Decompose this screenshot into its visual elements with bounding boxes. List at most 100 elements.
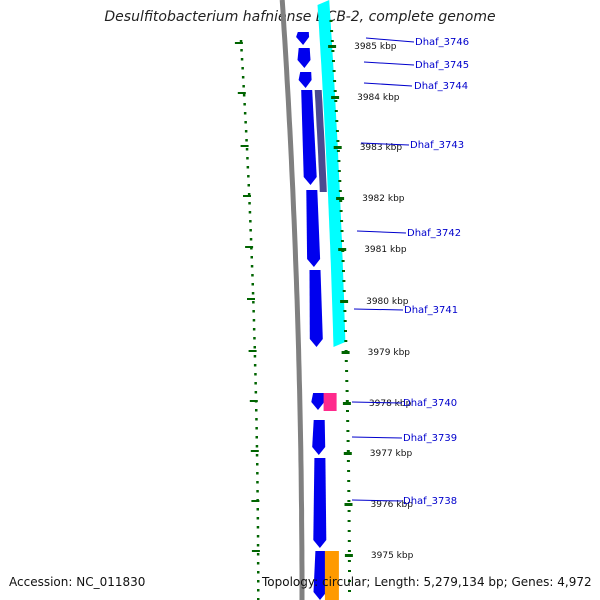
gc-dot	[247, 184, 250, 187]
minor-tick	[338, 190, 342, 192]
minor-tick	[347, 490, 351, 492]
scale-label: 3981 kbp	[364, 245, 407, 255]
gc-dash	[251, 550, 260, 552]
gc-dot	[250, 247, 253, 250]
scale-label: 3985 kbp	[354, 42, 397, 52]
gc-dash	[245, 246, 254, 248]
minor-tick	[330, 40, 334, 42]
major-tick	[338, 248, 347, 251]
scale-label: 3980 kbp	[366, 297, 409, 307]
minor-tick	[333, 80, 337, 82]
gc-dot	[245, 139, 248, 142]
gc-dot	[256, 535, 260, 538]
minor-tick	[345, 370, 349, 372]
cds-arrow-2	[297, 48, 311, 68]
cds-arrow-4	[301, 90, 317, 185]
minor-tick	[345, 390, 349, 392]
minor-tick	[348, 580, 351, 582]
major-tick	[328, 45, 337, 48]
minor-tick	[346, 430, 350, 432]
gc-dot	[239, 40, 243, 43]
major-tick	[336, 197, 345, 200]
minor-tick	[346, 460, 350, 462]
gc-dot	[254, 391, 258, 394]
gene-leader	[351, 401, 403, 404]
gc-dash	[251, 500, 260, 502]
gc-dot	[255, 418, 258, 421]
minor-tick	[330, 30, 334, 32]
gc-dash	[234, 42, 243, 44]
minor-tick	[342, 290, 346, 292]
gene-label: Dhaf_3740	[403, 398, 457, 409]
cog-band-cyan	[317, 0, 346, 347]
gc-dot	[257, 571, 260, 574]
gc-dash	[248, 350, 257, 352]
minor-tick	[329, 20, 333, 22]
gene-label: Dhaf_3739	[403, 433, 457, 444]
gc-dot	[240, 49, 243, 52]
major-tick	[331, 96, 340, 99]
minor-tick	[343, 320, 347, 322]
minor-tick	[347, 470, 351, 472]
minor-tick	[340, 230, 344, 232]
gc-dot	[251, 274, 254, 277]
scale-ticks	[328, 20, 353, 592]
gc-dot	[255, 445, 259, 448]
gc-dot	[256, 553, 260, 556]
major-tick	[341, 351, 350, 354]
gc-dot	[252, 301, 255, 304]
gene-label: Dhaf_3742	[407, 228, 461, 239]
cds-track	[296, 32, 327, 600]
cog-track	[314, 0, 346, 600]
minor-tick	[345, 400, 349, 402]
gc-dot	[253, 346, 256, 349]
gc-dot	[255, 409, 258, 412]
gc-dot	[242, 85, 245, 88]
cds-arrow-9	[313, 458, 327, 548]
minor-tick	[336, 150, 340, 152]
gc-dot	[256, 526, 260, 529]
gc-dash	[237, 92, 246, 94]
gc-dot	[243, 103, 246, 106]
minor-tick	[344, 340, 348, 342]
gene-leader	[351, 499, 403, 502]
gc-dot	[249, 220, 252, 223]
minor-tick	[345, 380, 349, 382]
cog-band-orange	[324, 551, 339, 600]
minor-tick	[347, 540, 351, 542]
cds-arrow-3	[298, 72, 312, 88]
minor-tick	[334, 110, 338, 112]
cds-arrow-7	[311, 393, 325, 410]
minor-tick	[335, 120, 339, 122]
gc-dot	[254, 382, 257, 385]
gc-dot	[251, 292, 255, 295]
major-tick	[344, 554, 353, 557]
minor-tick	[340, 240, 344, 242]
minor-tick	[348, 570, 351, 572]
scale-label: 3977 kbp	[370, 449, 413, 459]
gc-dot	[249, 238, 253, 241]
cds-arrow-8	[312, 420, 326, 455]
gc-dot	[249, 229, 252, 232]
gc-dot	[257, 598, 260, 600]
scale-label: 3976 kbp	[371, 500, 414, 510]
cds-arrow-6	[309, 270, 323, 347]
gc-dot	[248, 211, 252, 214]
topology-label: Topology: circular; Length: 5,279,134 bp…	[262, 575, 592, 589]
scale-labels: 3985 kbp 3984 kbp 3983 kbp 3982 kbp 3981 kbp…	[354, 42, 413, 561]
backbone-circle	[279, 0, 305, 600]
gc-dot	[256, 463, 259, 466]
minor-tick	[341, 260, 345, 262]
gc-dot	[240, 58, 244, 61]
major-tick	[344, 503, 353, 506]
minor-tick	[332, 70, 336, 72]
gc-dot	[241, 67, 244, 70]
minor-tick	[331, 50, 335, 52]
gc-dash	[243, 195, 251, 197]
scale-label: 3982 kbp	[362, 194, 405, 204]
gc-dot	[252, 319, 256, 322]
gene-leader	[365, 37, 415, 43]
gc-dash	[240, 145, 249, 147]
gc-dot	[246, 166, 250, 169]
